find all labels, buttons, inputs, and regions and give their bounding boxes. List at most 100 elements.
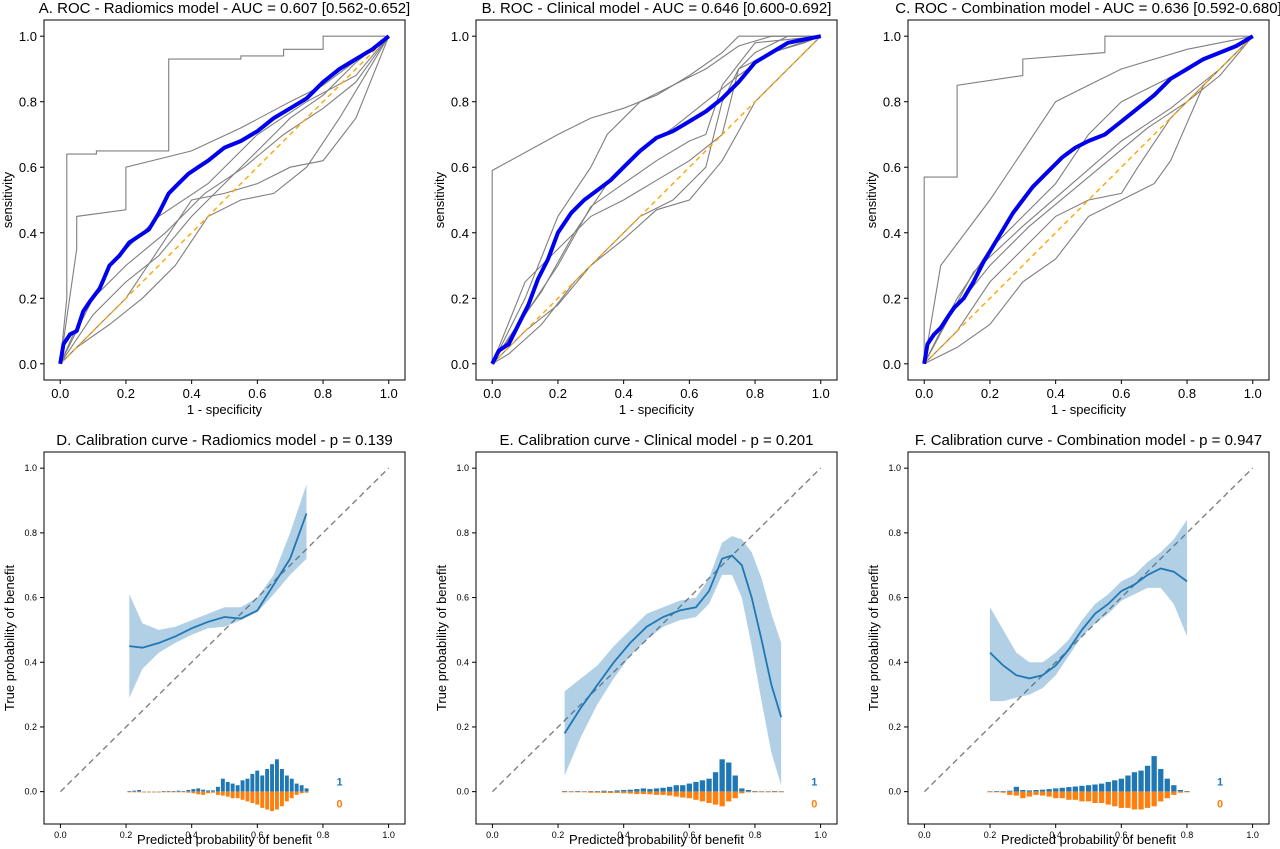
histogram-bar-0	[230, 791, 235, 799]
histogram-bar-1	[739, 788, 745, 792]
y-tick-label: 0.6	[24, 593, 37, 603]
histogram-bar-1	[712, 772, 719, 792]
histogram-bar-1	[284, 775, 289, 792]
histogram-bar-0	[255, 791, 260, 805]
y-tick-label: 0.2	[19, 291, 37, 306]
x-tick-label: 0.2	[117, 386, 135, 401]
histogram-bar-1	[1033, 790, 1039, 792]
histogram-bar-0	[758, 791, 765, 793]
histogram-bar-0	[568, 791, 574, 793]
y-tick-label: 0.8	[456, 528, 469, 538]
histogram-bar-1	[294, 783, 299, 792]
x-tick-label: 0.4	[183, 386, 201, 401]
histogram-bar-1	[299, 785, 304, 792]
histogram-bar-0	[245, 791, 250, 802]
mean-roc-line	[922, 34, 1254, 365]
histogram-bar-0	[1007, 791, 1013, 795]
histogram-bar-1	[627, 789, 633, 792]
histogram-label-1: 1	[337, 777, 343, 789]
histogram-label-0: 0	[337, 799, 343, 811]
histogram-bar-1	[181, 791, 186, 792]
y-tick-label: 1.0	[24, 463, 37, 473]
histogram-bar-1	[275, 759, 279, 792]
histogram-bar-0	[1039, 791, 1046, 796]
panel-title: B. ROC - Clinical model - AUC = 0.646 [0…	[482, 0, 832, 17]
histogram-bar-1	[732, 775, 738, 792]
bootstrap-roc-line	[59, 35, 390, 365]
histogram-bar-1	[693, 781, 699, 792]
calibration-line	[129, 513, 308, 649]
histogram-bar-0	[1099, 791, 1105, 803]
y-tick-label: 0.4	[451, 226, 469, 241]
histogram-bar-0	[634, 791, 640, 794]
histogram-bar-0	[1059, 791, 1065, 799]
histogram-bar-1	[601, 790, 607, 792]
histogram-bar-0	[1079, 791, 1085, 802]
histogram-bar-0	[627, 791, 633, 794]
histogram-bar-0	[1000, 791, 1006, 793]
x-tick-label: 1.0	[812, 386, 830, 401]
histogram-bar-1	[289, 778, 294, 792]
y-axis-label: True probability of benefit	[434, 565, 449, 712]
histogram-bar-0	[1046, 791, 1052, 797]
panel-d: D. Calibration curve - Radiomics model -…	[2, 432, 406, 847]
histogram-bar-1	[230, 783, 235, 792]
y-tick-label: 0.8	[883, 95, 901, 110]
x-tick-label: 1.0	[814, 830, 827, 840]
y-tick-label: 0.4	[888, 657, 901, 667]
x-tick-label: 0.6	[248, 386, 266, 401]
x-axis-label: 1 - specificity	[1051, 402, 1127, 417]
histogram-bar-1	[255, 770, 260, 792]
panel-e: E. Calibration curve - Clinical model - …	[434, 432, 838, 847]
histogram-bar-0	[284, 791, 289, 802]
histogram-bar-0	[250, 791, 255, 803]
panel-title: C. ROC - Combination model - AUC = 0.636…	[895, 0, 1280, 17]
x-tick-label: 1.0	[1244, 386, 1262, 401]
x-tick-label: 0.8	[314, 386, 332, 401]
histogram-bar-1	[745, 790, 752, 792]
histogram-bar-0	[220, 791, 225, 796]
y-axis-label: sensitivity	[0, 171, 15, 228]
histogram-bar-0	[562, 791, 568, 793]
y-tick-label: 0.6	[19, 160, 37, 175]
x-tick-label: 0.8	[1181, 830, 1194, 840]
x-tick-label: 0.6	[680, 386, 698, 401]
histogram-bar-0	[765, 791, 771, 793]
histogram-bar-1	[1059, 787, 1065, 792]
bootstrap-roc-line	[59, 35, 390, 365]
histogram-bar-0	[673, 791, 679, 797]
histogram-bar-0	[1066, 791, 1072, 800]
perfect-calibration-line	[491, 467, 822, 793]
histogram-bar-1	[660, 787, 666, 792]
y-tick-label: 0.6	[451, 160, 469, 175]
x-tick-label: 0.4	[1049, 830, 1062, 840]
histogram-bar-1	[614, 790, 620, 792]
histogram-bar-1	[706, 778, 712, 792]
histogram-bar-1	[250, 773, 255, 792]
histogram-bar-1	[1105, 781, 1111, 792]
x-tick-label: 0.4	[185, 830, 198, 840]
histogram-bar-0	[1118, 791, 1124, 808]
histogram-bar-0	[280, 791, 284, 807]
histogram-bar-1	[240, 780, 245, 792]
histogram-bar-1	[1177, 790, 1184, 792]
histogram-bar-1	[176, 790, 181, 792]
histogram-bar-0	[614, 791, 620, 793]
histogram-bar-0	[166, 791, 171, 793]
bootstrap-roc-line	[491, 35, 821, 365]
panel-f: F. Calibration curve - Combination model…	[866, 432, 1270, 847]
histogram-bar-0	[294, 791, 299, 795]
axes-frame	[907, 451, 1270, 825]
histogram-bar-1	[1118, 778, 1124, 792]
histogram-bar-0	[739, 791, 745, 794]
histogram-bar-0	[575, 791, 581, 793]
histogram-bar-1	[186, 790, 191, 792]
bootstrap-roc-line	[59, 35, 390, 365]
histogram-bar-1	[575, 791, 581, 792]
histogram-bar-0	[778, 791, 784, 793]
x-tick-label: 1.0	[380, 386, 398, 401]
histogram-bar-1	[225, 781, 230, 792]
y-tick-label: 0.2	[24, 722, 37, 732]
histogram-bar-1	[1000, 791, 1006, 792]
histogram-bar-1	[1158, 769, 1164, 792]
